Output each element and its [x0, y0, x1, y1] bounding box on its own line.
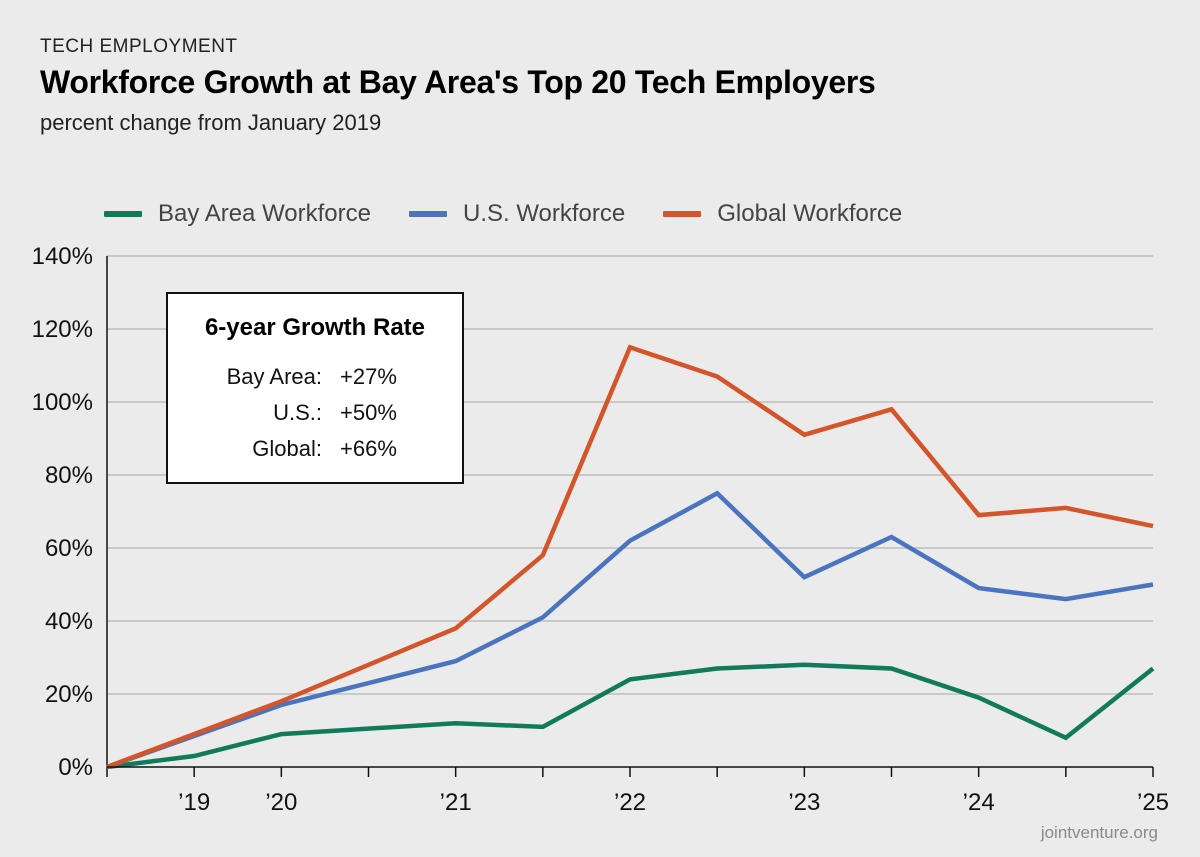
y-tick-label: 80%	[45, 462, 93, 489]
growth-name-bay-area: Bay Area:	[226, 364, 322, 389]
x-tick-label: ’22	[614, 789, 646, 816]
y-tick-label: 60%	[45, 535, 93, 562]
series-line-global-workforce	[106, 344, 1154, 770]
growth-rate-box: 6-year Growth Rate Bay Area: +27% U.S.: …	[166, 292, 464, 484]
x-tick-label: ’19	[178, 789, 210, 816]
y-tick-label: 100%	[32, 389, 93, 416]
legend-item-global: Global Workforce	[663, 200, 902, 228]
growth-name-us: U.S.:	[273, 400, 322, 425]
y-tick-label: 140%	[32, 243, 93, 270]
y-tick-label: 0%	[58, 754, 93, 781]
legend-item-us: U.S. Workforce	[408, 200, 626, 228]
legend-label-global: Global Workforce	[717, 200, 903, 227]
growth-name-global: Global:	[252, 436, 322, 461]
legend-swatch-us	[408, 211, 447, 217]
chart-kicker: TECH EMPLOYMENT	[40, 36, 238, 57]
growth-value-global: +66%	[340, 436, 397, 461]
chart-title: Workforce Growth at Bay Area's Top 20 Te…	[40, 64, 876, 100]
x-tick-label: ’24	[963, 789, 995, 816]
growth-value-bay-area: +27%	[340, 364, 397, 389]
legend-label-bay-area: Bay Area Workforce	[158, 200, 371, 227]
legend-swatch-bay-area	[104, 211, 142, 217]
x-tick-label: ’20	[265, 789, 297, 816]
series-line-bay-area-workforce	[106, 662, 1155, 770]
legend-item-bay-area: Bay Area Workforce	[104, 200, 371, 228]
legend-label-us: U.S. Workforce	[462, 200, 626, 227]
y-tick-label: 20%	[45, 681, 93, 708]
chart-subtitle: percent change from January 2019	[40, 110, 382, 135]
legend-swatch-global	[663, 211, 702, 217]
y-tick-label: 120%	[32, 316, 93, 343]
x-tick-label: ’23	[788, 789, 820, 816]
x-tick-label: ’21	[440, 789, 472, 816]
x-tick-label: ’25	[1137, 789, 1169, 816]
source-credit: jointventure.org	[1040, 823, 1158, 842]
growth-box-title: 6-year Growth Rate	[204, 314, 426, 341]
y-tick-label: 40%	[45, 608, 93, 635]
growth-value-us: +50%	[340, 400, 397, 425]
series-line-u-s-workforce	[106, 490, 1154, 770]
chart-legend: Bay Area Workforce U.S. Workforce Global…	[104, 200, 940, 228]
